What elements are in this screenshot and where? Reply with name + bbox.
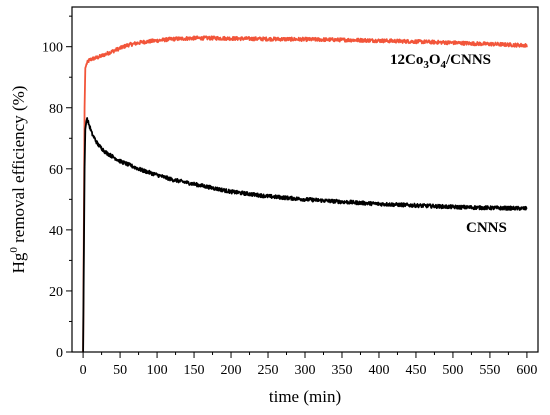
- label-part: O: [429, 52, 441, 68]
- x-tick-label: 550: [479, 363, 500, 378]
- subscript: 3: [423, 59, 429, 71]
- y-tick-label: 100: [42, 41, 63, 56]
- x-tick-label: 300: [295, 363, 316, 378]
- x-tick-label: 50: [113, 363, 127, 378]
- y-axis-title-rest: removal efficiency (%): [9, 86, 28, 248]
- label-part: /CNNS: [445, 52, 491, 68]
- x-axis-title: time (min): [269, 387, 341, 406]
- x-tick-label: 200: [221, 363, 242, 378]
- series-layer: [82, 35, 528, 353]
- y-tick-label: 80: [49, 102, 63, 117]
- x-tick-label: 350: [331, 363, 352, 378]
- y-tick-label: 40: [49, 224, 63, 239]
- y-tick-label: 20: [49, 285, 63, 300]
- y-axis-title: Hg0 removal efficiency (%): [8, 86, 28, 274]
- label-part: 12Co: [390, 52, 423, 68]
- y-axis-title-base: Hg: [9, 252, 28, 273]
- series-line-12co3o4-cnns: [82, 35, 528, 353]
- x-tick-label: 0: [80, 363, 87, 378]
- x-tick-label: 500: [442, 363, 463, 378]
- y-tick-label: 0: [56, 346, 63, 361]
- x-tick-label: 250: [258, 363, 279, 378]
- x-tick-label: 100: [147, 363, 168, 378]
- x-tick-label: 450: [405, 363, 426, 378]
- subscript: 4: [441, 59, 447, 71]
- x-axis: 0 50 100 150 200 250 300 350 400 450 500 550 600: [80, 352, 537, 378]
- x-tick-label: 400: [368, 363, 389, 378]
- series-line-cnns: [82, 117, 528, 353]
- y-axis: 0 20 40 60 80 100: [42, 15, 72, 361]
- x-tick-label: 600: [516, 363, 537, 378]
- x-tick-label: 150: [184, 363, 205, 378]
- series-label-cnns: CNNS: [466, 220, 507, 236]
- y-tick-label: 60: [49, 163, 63, 178]
- series-labels: 12Co3O4/CNNS CNNS: [390, 52, 507, 236]
- series-label-co3o4-cnns: 12Co3O4/CNNS: [390, 52, 491, 71]
- y-axis-title-sup: 0: [8, 247, 20, 253]
